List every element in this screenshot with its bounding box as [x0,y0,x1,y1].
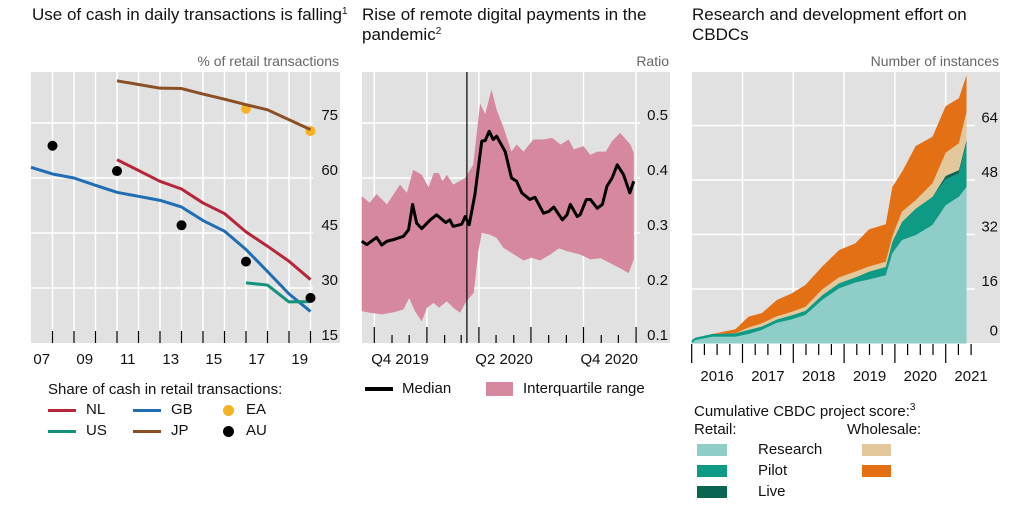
legend-label-au: AU [246,422,267,440]
x-tick-label: 2016 [700,368,733,385]
legend-swatch-median [365,387,393,391]
panel3-unit: Number of instances [760,53,999,69]
panel1-title-text: Use of cash in daily transactions is fal… [32,5,342,24]
legend-group-retail: Retail: [694,421,737,439]
x-tick-label: 17 [248,351,265,368]
x-tick-label: Q4 2020 [580,351,638,368]
legend-swatch-retail-live [697,486,727,498]
panel1-chart: 15 30 45 60 75 07 09 11 13 15 17 19 [31,72,340,368]
legend-label-research: Research [758,441,822,459]
legend-swatch-wholesale-research [862,444,891,456]
legend-label-ea: EA [246,401,266,419]
data-point-au [306,293,316,303]
footnote-marker: 2 [436,26,442,37]
y-tick-label: 64 [981,110,998,127]
y-tick-label: 48 [981,164,998,181]
x-tick-label: 2017 [751,368,784,385]
y-tick-label: 16 [981,273,998,290]
legend-swatch-jp [133,430,161,433]
x-tick-label: 09 [76,351,93,368]
legend-label-pilot: Pilot [758,462,787,480]
x-tick-label: 2020 [904,368,937,385]
panel2-title-text: Rise of remote digital payments in the p… [362,5,646,44]
x-tick-label: 13 [162,351,179,368]
panel3-title-text: Research and development effort on CBDCs [692,5,967,44]
y-tick-label: 0.4 [647,162,668,179]
legend-label-jp: JP [171,422,189,440]
panel3-legend-title: Cumulative CBDC project score:3 [694,399,915,421]
legend-title-text: Cumulative CBDC project score: [694,403,910,420]
legend-swatch-us [48,430,76,433]
x-tick-label: 07 [33,351,50,368]
y-tick-label: 32 [981,219,998,236]
legend-swatch-retail-research [697,444,727,456]
legend-swatch-gb [133,409,161,412]
x-tick-label: 2018 [802,368,835,385]
legend-label-nl: NL [86,401,105,419]
legend-label-median: Median [402,380,451,398]
panel3-chart: 0 16 32 48 64 2016 2017 2018 2019 2020 2021 [692,72,1000,385]
x-tick-label: Q2 2020 [475,351,533,368]
legend-label-us: US [86,422,107,440]
data-point-au [177,220,187,230]
legend-label-gb: GB [171,401,193,419]
panel2-unit: Ratio [430,53,669,69]
y-tick-label: 60 [321,162,338,179]
legend-label-iqr: Interquartile range [523,380,645,398]
legend-swatch-wholesale-pilot [862,465,891,477]
y-tick-label: 0 [990,323,998,340]
data-point-au [48,141,58,151]
x-tick-label: 2019 [853,368,886,385]
x-tick-label: 2021 [954,368,987,385]
panel1-title: Use of cash in daily transactions is fal… [32,5,362,25]
y-tick-label: 0.5 [647,107,668,124]
y-tick-label: 0.2 [647,272,668,289]
panel1-legend-title: Share of cash in retail transactions: [48,381,282,399]
legend-label-live: Live [758,483,786,501]
panel3-title: Research and development effort on CBDCs [692,5,1012,45]
y-tick-label: 45 [321,217,338,234]
x-tick-label: Q4 2019 [371,351,429,368]
x-tick-label: 11 [120,351,136,368]
data-point-au [241,257,251,267]
legend-swatch-ea [223,405,234,416]
y-tick-label: 0.1 [647,327,668,344]
y-tick-label: 30 [321,272,338,289]
legend-swatch-iqr [486,382,513,396]
legend-swatch-au [223,426,234,437]
panel1-unit: % of retail transactions [100,53,339,69]
x-tick-label: 15 [205,351,222,368]
panel2-chart: 0.1 0.2 0.3 0.4 0.5 Q4 2019 Q2 2020 Q4 2020 [362,72,670,368]
data-point-au [112,166,122,176]
y-tick-label: 15 [321,327,338,344]
x-tick-label: 19 [291,351,308,368]
legend-swatch-retail-pilot [697,465,727,477]
legend-group-wholesale: Wholesale: [847,421,921,439]
footnote-marker: 3 [910,402,916,413]
legend-swatch-nl [48,409,76,412]
y-tick-label: 0.3 [647,217,668,234]
footnote-marker: 1 [342,6,348,17]
panel2-title: Rise of remote digital payments in the p… [362,5,692,45]
y-tick-label: 75 [321,107,338,124]
